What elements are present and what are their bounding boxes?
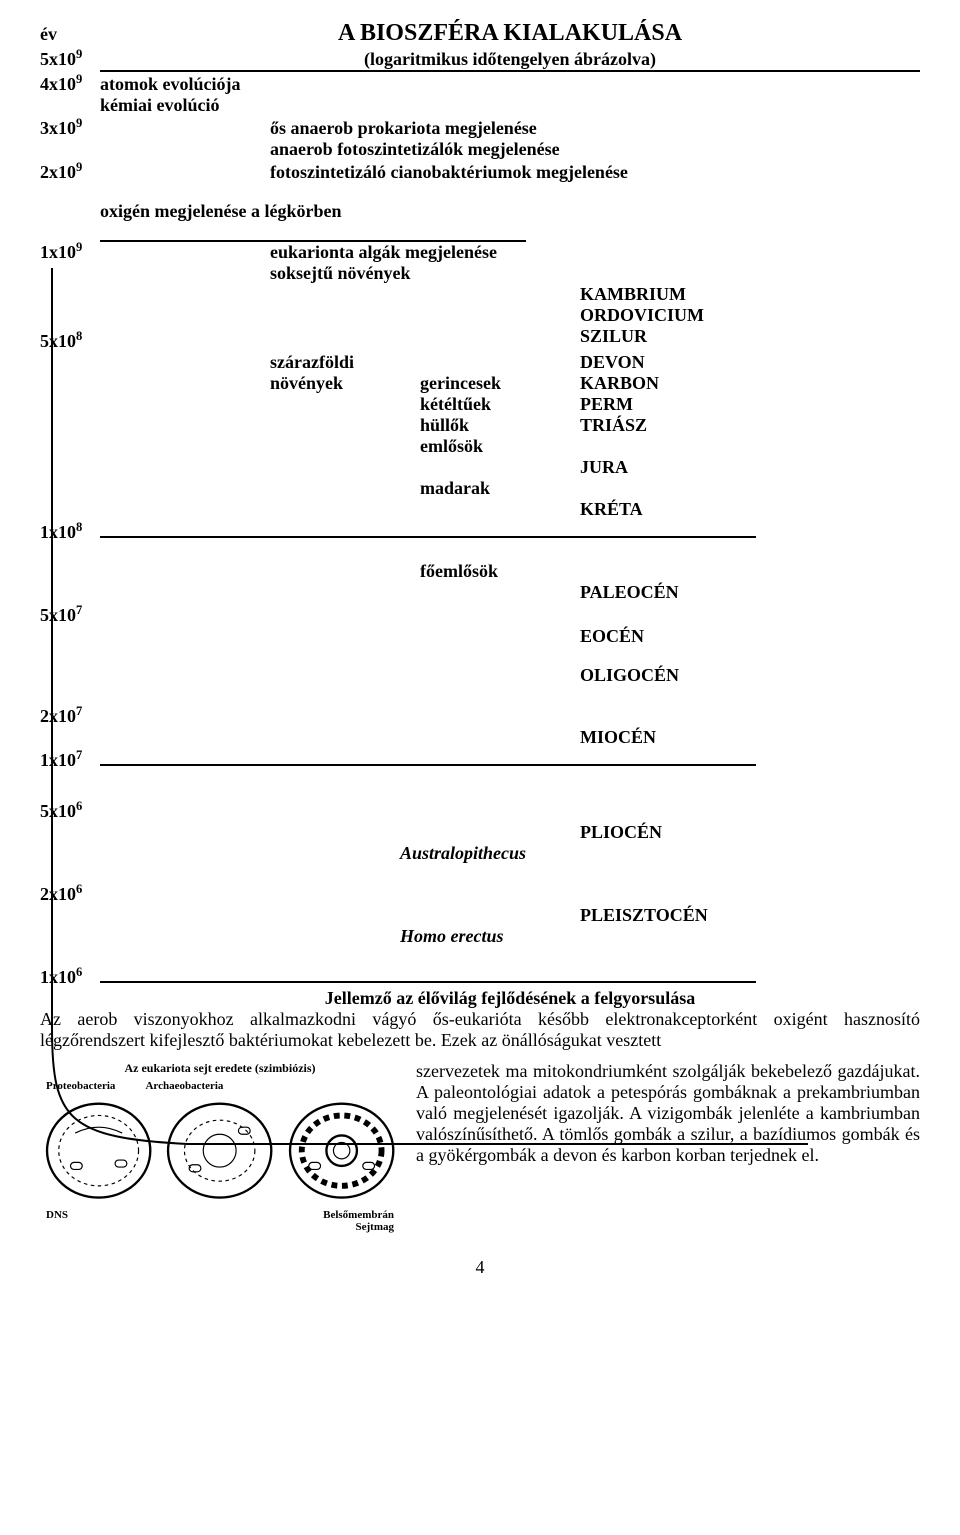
y-1e8: 1x108: [40, 520, 100, 543]
page-subtitle: (logaritmikus időtengelyen ábrázolva): [100, 49, 920, 70]
y-5e7: 5x107: [40, 603, 100, 626]
y-1e7: 1x107: [40, 748, 100, 771]
y-5e8: 5x108: [40, 329, 100, 352]
paragraph-2: szervezetek ma mitokondriumként szolgálj…: [416, 1061, 920, 1233]
y-4e9: 4x109: [40, 72, 100, 95]
diagram-label-sejtmag: Sejtmag: [356, 1221, 395, 1233]
event-novenyek: növények: [270, 373, 420, 394]
event-australo: Australopithecus: [400, 843, 526, 864]
period-ordovicium: ORDOVICIUM: [580, 305, 704, 326]
event-ciano: fotoszintetizáló cianobaktériumok megjel…: [100, 162, 920, 183]
period-perm: PERM: [580, 394, 633, 415]
divider: [100, 981, 756, 983]
divider: [100, 70, 920, 72]
diagram-label-dns: DNS: [46, 1209, 68, 1233]
diagram-title: Az eukariota sejt eredete (szimbiózis): [40, 1061, 400, 1076]
event-madarak: madarak: [420, 478, 580, 499]
y-label-ev: év: [40, 24, 100, 45]
period-karbon: KARBON: [580, 373, 659, 394]
event-anaerob-foto: anaerob fotoszintetizálók megjelenése: [100, 139, 920, 160]
period-pleisztocen: PLEISZTOCÉN: [580, 905, 708, 926]
event-hullok: hüllők: [420, 415, 580, 436]
diagram-label-archaeo: Archaeobacteria: [145, 1080, 223, 1092]
event-keteltuek: kétéltűek: [420, 394, 580, 415]
period-paleocen: PALEOCÉN: [580, 582, 679, 603]
y-2e6: 2x106: [40, 882, 100, 905]
y-3e9: 3x109: [40, 116, 100, 139]
paragraph-1: Az aerob viszonyokhoz alkalmazkodni vágy…: [40, 1009, 920, 1051]
period-pliocen: PLIOCÉN: [580, 822, 662, 843]
event-emlosok: emlősök: [420, 436, 580, 457]
diagram-label-proteo: Proteobacteria: [46, 1080, 115, 1092]
period-oligocen: OLIGOCÉN: [580, 665, 679, 686]
period-jura: JURA: [580, 457, 628, 478]
event-soksejtu: soksejtű növények: [100, 263, 920, 284]
period-kreta: KRÉTA: [580, 499, 643, 520]
period-kambrium: KAMBRIUM: [580, 284, 686, 305]
event-eukarionta: eukarionta algák megjelenése: [100, 242, 920, 263]
symbiosis-diagram: Az eukariota sejt eredete (szimbiózis) P…: [40, 1061, 400, 1233]
event-szarazfoldi: szárazföldi: [270, 352, 420, 373]
event-atom: atomok evolúciója: [100, 74, 920, 95]
divider: [100, 536, 756, 538]
y-2e9: 2x109: [40, 160, 100, 183]
event-gerincesek: gerincesek: [420, 373, 580, 394]
cell-icon: [40, 1092, 157, 1209]
event-homo: Homo erectus: [400, 926, 504, 947]
diagram-label-belso: Belsőmembrán: [323, 1209, 394, 1221]
event-jellemzo: Jellemző az élővilág fejlődésének a felg…: [100, 988, 920, 1009]
period-eocen: EOCÉN: [580, 626, 644, 647]
page-title: A BIOSZFÉRA KIALAKULÁSA: [100, 20, 920, 47]
cell-icon: [283, 1092, 400, 1209]
y-1e6: 1x106: [40, 965, 100, 988]
y-1e9: 1x109: [40, 240, 100, 263]
y-5e6: 5x106: [40, 799, 100, 822]
event-foemlosok: főemlősök: [420, 561, 580, 582]
event-os-anaerob: ős anaerob prokariota megjelenése: [100, 118, 920, 139]
event-kemiai: kémiai evolúció: [100, 95, 920, 116]
period-devon: DEVON: [580, 352, 645, 373]
y-5e9: 5x109: [40, 47, 100, 70]
y-2e7: 2x107: [40, 704, 100, 727]
event-oxigen: oxigén megjelenése a légkörben: [100, 201, 920, 222]
period-szilur: SZILUR: [580, 326, 647, 347]
period-miocen: MIOCÉN: [580, 727, 656, 748]
cell-icon: [161, 1092, 278, 1209]
page-number: 4: [40, 1257, 920, 1278]
period-triasz: TRIÁSZ: [580, 415, 647, 436]
divider: [100, 764, 756, 766]
